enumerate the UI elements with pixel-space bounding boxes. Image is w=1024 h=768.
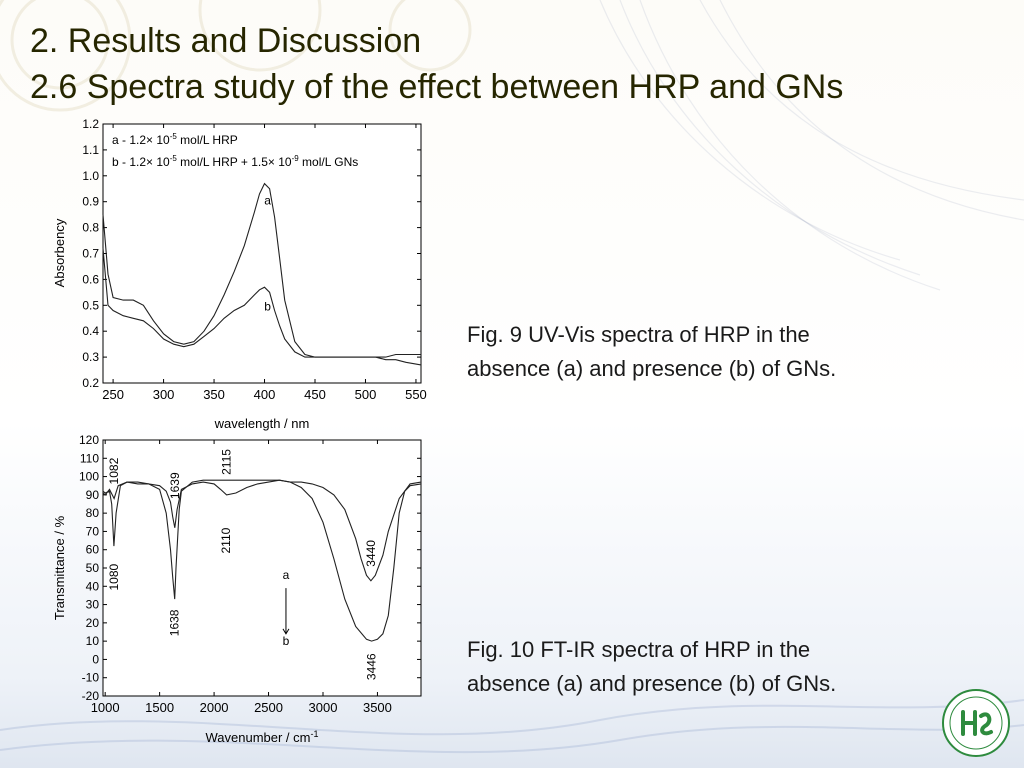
x-tick-label: 2500: [254, 700, 283, 715]
annotation-label: 3446: [365, 653, 379, 680]
x-tick-label: 250: [102, 387, 124, 402]
annotation-label: 1639: [168, 472, 182, 499]
y-tick-label: 60: [86, 543, 100, 557]
university-logo: [942, 689, 1010, 757]
legend-entry-a: a - 1.2× 10-5 mol/L HRP: [112, 132, 238, 147]
x-tick-label: 350: [203, 387, 225, 402]
y-tick-label: 1.1: [82, 143, 99, 157]
y-axis-label: Transmittance / %: [52, 515, 67, 620]
y-tick-label: 90: [86, 488, 100, 502]
annotation-label: 2115: [220, 449, 234, 475]
x-tick-label: 400: [254, 387, 276, 402]
annotation-label: b: [283, 634, 290, 648]
y-tick-label: 10: [86, 634, 100, 648]
y-tick-label: 110: [80, 451, 99, 465]
y-tick-label: 0.6: [82, 272, 99, 286]
slide-title: 2. Results and Discussion 2.6 Spectra st…: [30, 18, 843, 110]
x-tick-label: 3000: [309, 700, 338, 715]
caption-10-line-2: absence (a) and presence (b) of GNs.: [467, 671, 837, 696]
y-tick-label: 20: [86, 616, 100, 630]
y-tick-label: -20: [82, 689, 100, 703]
annotation-label: 1638: [168, 609, 182, 636]
annotation-label: 3440: [364, 540, 378, 567]
x-tick-label: 3500: [363, 700, 392, 715]
figure-9-caption: Fig. 9 UV-Vis spectra of HRP in the abse…: [467, 318, 836, 386]
y-tick-label: 1.0: [82, 169, 99, 183]
series-line-b: [102, 479, 422, 642]
legend-entry-b: b - 1.2× 10-5 mol/L HRP + 1.5× 10-9 mol/…: [112, 154, 358, 169]
chart-legend: a - 1.2× 10-5 mol/L HRP b - 1.2× 10-5 mo…: [112, 132, 358, 169]
y-tick-label: 100: [79, 470, 99, 484]
x-tick-label: 500: [355, 387, 377, 402]
annotation-label: 2110: [219, 527, 233, 553]
x-axis-label: wavelength / nm: [214, 416, 310, 431]
caption-9-line-1: Fig. 9 UV-Vis spectra of HRP in the: [467, 322, 810, 347]
x-tick-label: 450: [304, 387, 326, 402]
y-tick-label: 30: [86, 598, 100, 612]
uv-vis-chart: 250 300 350 400 450 500 550 0.2 0.3 0.4 0.5 0.6 0.7 0…: [52, 117, 427, 431]
y-axis-label: Absorbency: [52, 218, 67, 287]
annotation-label: b: [264, 299, 271, 313]
series-line-a: [102, 479, 422, 582]
y-tick-label: 40: [86, 579, 100, 593]
caption-10-line-1: Fig. 10 FT-IR spectra of HRP in the: [467, 637, 811, 662]
figure-10-caption: Fig. 10 FT-IR spectra of HRP in the abse…: [467, 633, 836, 701]
annotation-label: a: [283, 568, 290, 582]
annotation-label: a: [264, 193, 271, 207]
y-tick-label: 0.9: [82, 195, 99, 209]
y-tick-label: 0.4: [82, 324, 99, 338]
y-tick-label: 120: [79, 433, 99, 447]
x-tick-label: 300: [153, 387, 175, 402]
plot-frame: [102, 123, 422, 384]
caption-9-line-2: absence (a) and presence (b) of GNs.: [467, 356, 837, 381]
arrow-head: [282, 628, 290, 635]
y-tick-label: 0.7: [82, 247, 99, 261]
title-line-2: 2.6 Spectra study of the effect between …: [30, 68, 844, 106]
y-tick-label: 0: [92, 652, 99, 666]
x-tick-label: 1500: [145, 700, 174, 715]
y-tick-label: 0.3: [82, 350, 99, 364]
series-line-b: [102, 248, 421, 358]
y-tick-label: 70: [86, 524, 100, 538]
y-tick-label: 0.5: [82, 298, 99, 312]
ft-ir-chart: 1000 1500 2000 2500 3000 3500 -20 -10 0 10 20 30 40 5…: [52, 433, 422, 745]
x-tick-label: 2000: [200, 700, 229, 715]
y-tick-label: 1.2: [82, 117, 99, 131]
x-tick-label: 1000: [91, 700, 120, 715]
annotation-label: 1082: [107, 457, 121, 484]
x-axis-label: Wavenumber / cm-1: [205, 729, 318, 745]
y-tick-label: 0.2: [82, 376, 99, 390]
y-tick-label: -10: [82, 671, 100, 685]
annotation-label: 1080: [107, 563, 121, 590]
title-line-1: 2. Results and Discussion: [30, 22, 422, 60]
y-tick-label: 0.8: [82, 221, 99, 235]
x-tick-label: 550: [405, 387, 427, 402]
y-tick-label: 80: [86, 506, 100, 520]
y-tick-label: 50: [86, 561, 100, 575]
